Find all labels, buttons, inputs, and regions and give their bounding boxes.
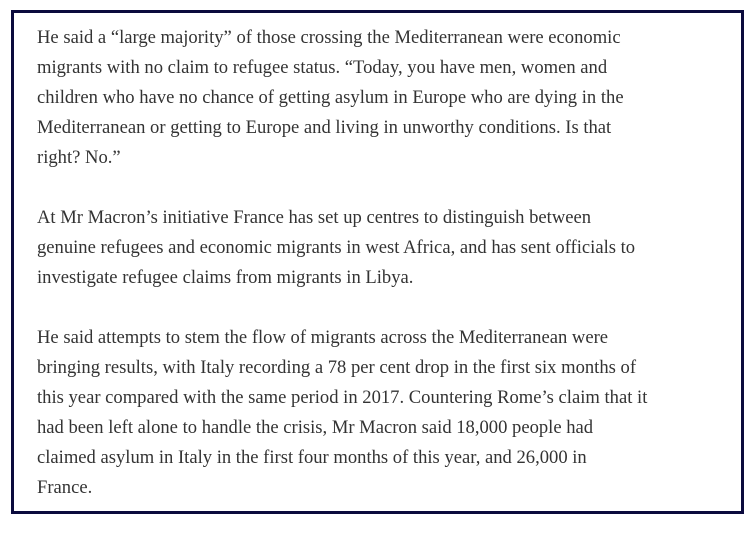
text-line: He said attempts to stem the flow of mig…: [37, 327, 609, 348]
paragraph-1: He said a “large majority” of those cros…: [37, 23, 727, 173]
text-line: genuine refugees and economic migrants i…: [37, 237, 636, 258]
text-line: migrants with no claim to refugee status…: [37, 57, 608, 78]
text-line: investigate refugee claims from migrants…: [37, 267, 414, 288]
text-line: had been left alone to handle the crisis…: [37, 417, 594, 438]
paragraph-3: He said attempts to stem the flow of mig…: [37, 323, 727, 503]
text-line: right? No.”: [37, 147, 121, 168]
article-excerpt-box: He said a “large majority” of those cros…: [11, 10, 744, 514]
text-line: At Mr Macron’s initiative France has set…: [37, 207, 592, 228]
text-line: bringing results, with Italy recording a…: [37, 357, 637, 378]
article-body: He said a “large majority” of those cros…: [37, 23, 727, 533]
text-line: France.: [37, 477, 93, 498]
paragraph-2: At Mr Macron’s initiative France has set…: [37, 203, 727, 293]
text-line: this year compared with the same period …: [37, 387, 648, 408]
text-line: He said a “large majority” of those cros…: [37, 27, 621, 48]
text-line: Mediterranean or getting to Europe and l…: [37, 117, 612, 138]
text-line: children who have no chance of getting a…: [37, 87, 624, 108]
text-line: claimed asylum in Italy in the first fou…: [37, 447, 587, 468]
